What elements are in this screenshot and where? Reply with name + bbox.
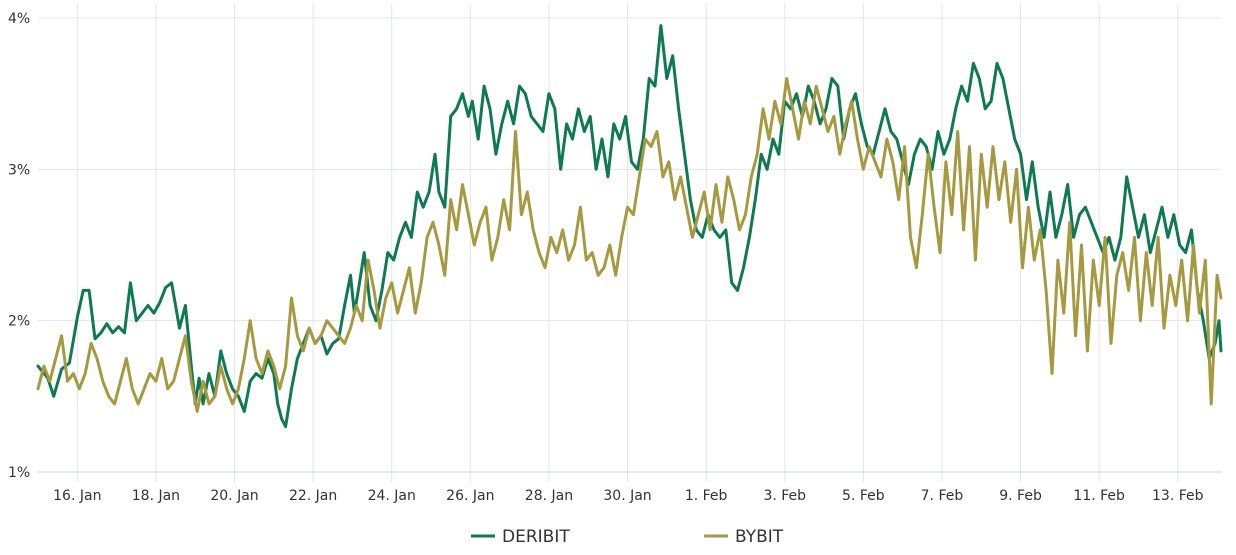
- y-tick-label: 4%: [8, 11, 30, 27]
- legend[interactable]: DERIBIT BYBIT: [471, 527, 784, 547]
- x-tick-label: 30. Jan: [603, 488, 651, 504]
- x-tick-label: 11. Feb: [1073, 488, 1125, 504]
- x-tick-label: 26. Jan: [446, 488, 494, 504]
- x-axis-labels: 16. Jan 18. Jan 20. Jan 22. Jan 24. Jan 26. J…: [53, 488, 1203, 504]
- x-tick-label: 5. Feb: [842, 488, 885, 504]
- x-tick-label: 24. Jan: [368, 488, 416, 504]
- x-tick-label: 16. Jan: [53, 488, 101, 504]
- series-line-deribit: [36, 24, 1223, 429]
- x-tick-label: 1. Feb: [685, 488, 728, 504]
- x-tick-label: 18. Jan: [132, 488, 180, 504]
- legend-label-deribit: DERIBIT: [502, 527, 570, 547]
- x-tick-label: 7. Feb: [921, 488, 964, 504]
- y-axis-labels: 1% 2% 3% 4%: [8, 11, 30, 481]
- y-tick-label: 2%: [8, 314, 30, 330]
- y-tick-label: 3%: [8, 162, 30, 178]
- series-layer: [36, 24, 1223, 429]
- legend-label-bybit: BYBIT: [735, 527, 784, 547]
- x-tick-label: 20. Jan: [210, 488, 258, 504]
- x-tick-label: 3. Feb: [763, 488, 806, 504]
- x-tick-label: 28. Jan: [525, 488, 573, 504]
- x-tick-label: 13. Feb: [1152, 488, 1204, 504]
- x-tick-label: 9. Feb: [999, 488, 1042, 504]
- y-tick-label: 1%: [8, 465, 30, 481]
- series-line-bybit: [36, 77, 1223, 413]
- legend-item-bybit[interactable]: BYBIT: [704, 527, 784, 547]
- legend-item-deribit[interactable]: DERIBIT: [471, 527, 570, 547]
- x-tick-label: 22. Jan: [289, 488, 337, 504]
